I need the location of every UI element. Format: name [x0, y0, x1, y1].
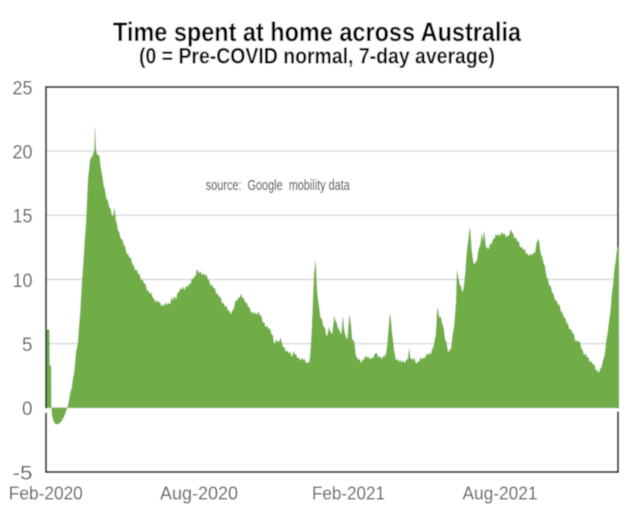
svg-text:20: 20 — [13, 143, 33, 164]
svg-text:-5: -5 — [13, 463, 33, 484]
svg-text:(0 = Pre-COVID normal, 7-day a: (0 = Pre-COVID normal, 7-day average) — [139, 44, 495, 69]
svg-text:Aug-2020: Aug-2020 — [160, 482, 238, 503]
svg-text:source: Google mobility data: source: Google mobility data — [206, 178, 351, 194]
svg-text:5: 5 — [22, 335, 33, 356]
svg-text:0: 0 — [22, 399, 33, 420]
svg-text:Feb-2021: Feb-2021 — [312, 482, 385, 503]
svg-text:Time spent at home across Aust: Time spent at home across Australia — [113, 17, 521, 47]
svg-text:Feb-2020: Feb-2020 — [9, 482, 83, 503]
svg-text:Aug-2021: Aug-2021 — [463, 482, 538, 503]
svg-text:15: 15 — [13, 207, 33, 228]
svg-text:25: 25 — [13, 78, 33, 99]
svg-text:10: 10 — [13, 271, 33, 292]
